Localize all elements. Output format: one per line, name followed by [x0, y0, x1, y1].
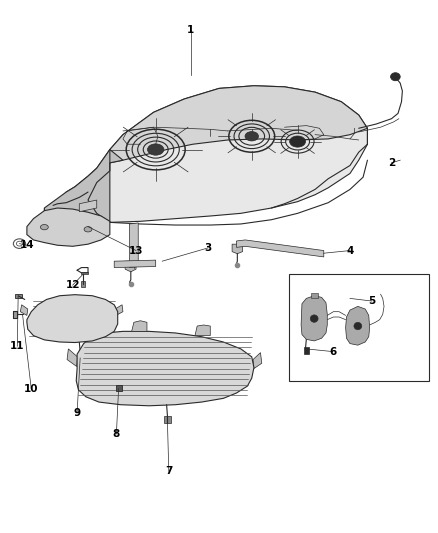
Polygon shape: [232, 244, 243, 254]
Polygon shape: [78, 352, 83, 358]
Polygon shape: [27, 295, 118, 343]
Polygon shape: [125, 261, 136, 272]
Text: 4: 4: [346, 246, 353, 255]
Polygon shape: [346, 306, 370, 345]
Text: 9: 9: [74, 408, 81, 418]
Polygon shape: [44, 86, 367, 223]
Polygon shape: [116, 384, 122, 391]
Polygon shape: [76, 332, 254, 406]
Text: 12: 12: [66, 280, 80, 290]
Text: 7: 7: [165, 466, 173, 476]
Polygon shape: [81, 272, 88, 274]
Text: 11: 11: [10, 341, 25, 351]
Polygon shape: [114, 260, 155, 268]
Polygon shape: [115, 305, 123, 316]
Text: 1: 1: [187, 25, 194, 35]
Polygon shape: [110, 86, 367, 163]
Polygon shape: [81, 281, 85, 287]
Text: 8: 8: [113, 429, 120, 439]
Text: 6: 6: [329, 346, 336, 357]
Polygon shape: [13, 311, 17, 318]
Polygon shape: [44, 150, 123, 223]
Polygon shape: [237, 240, 324, 257]
Ellipse shape: [84, 227, 92, 232]
Polygon shape: [20, 305, 28, 316]
Ellipse shape: [148, 144, 164, 155]
Ellipse shape: [40, 224, 48, 230]
Polygon shape: [195, 325, 210, 336]
Polygon shape: [164, 416, 171, 423]
Polygon shape: [130, 223, 138, 268]
Polygon shape: [14, 294, 21, 298]
Polygon shape: [311, 293, 318, 298]
Polygon shape: [27, 208, 110, 246]
Polygon shape: [132, 321, 147, 332]
Ellipse shape: [391, 72, 400, 80]
Polygon shape: [253, 353, 262, 368]
Polygon shape: [67, 349, 78, 367]
Ellipse shape: [354, 322, 362, 330]
Text: 10: 10: [24, 384, 39, 394]
Text: 13: 13: [129, 246, 143, 255]
Text: 5: 5: [368, 296, 375, 306]
Text: 3: 3: [205, 243, 212, 253]
Polygon shape: [304, 348, 309, 354]
Ellipse shape: [245, 132, 258, 141]
Polygon shape: [301, 296, 327, 341]
Ellipse shape: [290, 136, 306, 147]
Text: 2: 2: [388, 158, 395, 168]
Ellipse shape: [310, 315, 318, 322]
Text: 14: 14: [20, 240, 34, 250]
Polygon shape: [79, 200, 97, 212]
